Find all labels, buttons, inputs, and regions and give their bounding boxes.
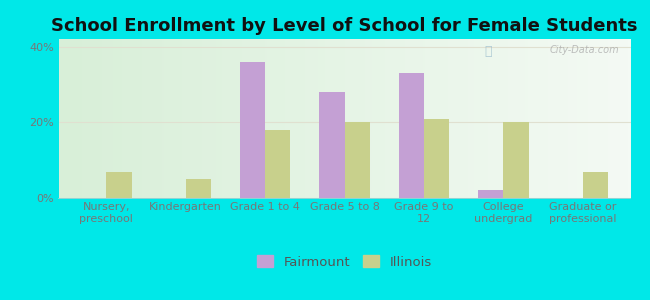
Bar: [319, 92, 344, 198]
Bar: [344, 122, 370, 198]
Bar: [186, 179, 211, 198]
Bar: [265, 130, 291, 198]
Bar: [503, 122, 529, 198]
Bar: [583, 172, 608, 198]
Text: City-Data.com: City-Data.com: [549, 45, 619, 56]
Text: ⦿: ⦿: [485, 45, 492, 58]
Bar: [478, 190, 503, 198]
Bar: [240, 62, 265, 198]
Bar: [106, 172, 131, 198]
Bar: [424, 118, 449, 198]
Bar: [398, 73, 424, 198]
Legend: Fairmount, Illinois: Fairmount, Illinois: [252, 250, 437, 274]
Title: School Enrollment by Level of School for Female Students: School Enrollment by Level of School for…: [51, 17, 638, 35]
